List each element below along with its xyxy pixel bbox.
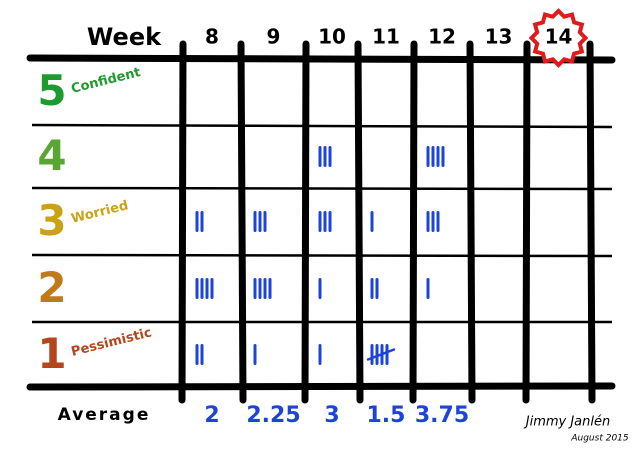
average-value: 2.25 — [246, 403, 300, 428]
average-value: 3.75 — [415, 403, 469, 428]
week-number: 14 — [545, 25, 573, 49]
tally — [195, 344, 204, 365]
average-value: 3 — [324, 403, 339, 428]
tally — [195, 211, 204, 232]
column-line — [466, 40, 476, 404]
tally — [253, 278, 272, 299]
week-number: 9 — [267, 25, 281, 49]
week-number: 8 — [205, 25, 219, 49]
level-label: Worried — [70, 198, 130, 227]
signature-name: Jimmy Janlén — [523, 415, 611, 430]
tally — [195, 278, 214, 299]
column-line — [409, 40, 418, 404]
level-number: 1 — [37, 329, 66, 378]
week-number: 12 — [428, 25, 456, 49]
average-value: 2 — [204, 403, 219, 428]
tally — [366, 344, 396, 365]
week-number: 10 — [318, 25, 346, 49]
column-line — [586, 40, 596, 404]
column-line — [237, 40, 247, 404]
tally — [370, 278, 379, 299]
tally — [426, 146, 445, 167]
tally — [318, 146, 332, 167]
level-number: 2 — [37, 263, 66, 312]
column-line — [301, 40, 310, 404]
level-number: 4 — [37, 131, 66, 180]
week-number: 11 — [372, 25, 400, 49]
week-header: Week — [87, 23, 162, 51]
level-label: Confident — [70, 65, 142, 97]
tally — [318, 211, 332, 232]
tally-cross — [366, 348, 396, 361]
level-number: 5 — [37, 66, 66, 115]
level-label: Pessimistic — [70, 325, 154, 359]
tally — [426, 211, 440, 232]
current-week-badge — [528, 8, 589, 68]
week-number: 13 — [485, 25, 513, 49]
column-line — [354, 40, 364, 404]
level-number: 3 — [37, 196, 66, 245]
average-value: 1.5 — [367, 403, 406, 428]
signature-date: August 2015 — [570, 434, 629, 444]
column-line — [178, 40, 187, 404]
average-header: Average — [58, 405, 151, 425]
column-line — [522, 40, 531, 404]
board-grid — [26, 54, 616, 391]
tally — [253, 211, 267, 232]
